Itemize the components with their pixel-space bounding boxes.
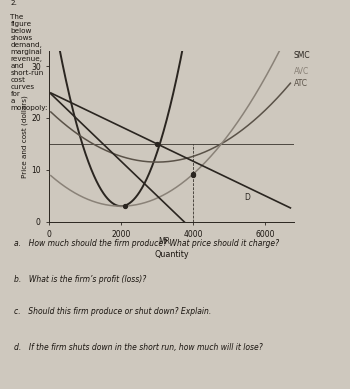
- Text: D: D: [244, 193, 250, 202]
- Text: a. How much should the firm produce? What price should it charge?: a. How much should the firm produce? Wha…: [14, 239, 279, 248]
- Text: b. What is the firm’s profit (loss)?: b. What is the firm’s profit (loss)?: [14, 275, 146, 284]
- Text: d. If the firm shuts down in the short run, how much will it lose?: d. If the firm shuts down in the short r…: [14, 343, 263, 352]
- Text: MR: MR: [158, 237, 170, 246]
- Text: AVC: AVC: [294, 67, 309, 76]
- Text: c. Should this firm produce or shut down? Explain.: c. Should this firm produce or shut down…: [14, 307, 211, 316]
- X-axis label: Quantity: Quantity: [154, 250, 189, 259]
- Text: SMC: SMC: [294, 51, 311, 60]
- Text: 2.  The figure below shows demand, marginal revenue, and short-run cost curves f: 2. The figure below shows demand, margin…: [10, 0, 48, 111]
- Y-axis label: Price and cost (dollars): Price and cost (dollars): [22, 95, 28, 177]
- Text: ATC: ATC: [294, 79, 308, 88]
